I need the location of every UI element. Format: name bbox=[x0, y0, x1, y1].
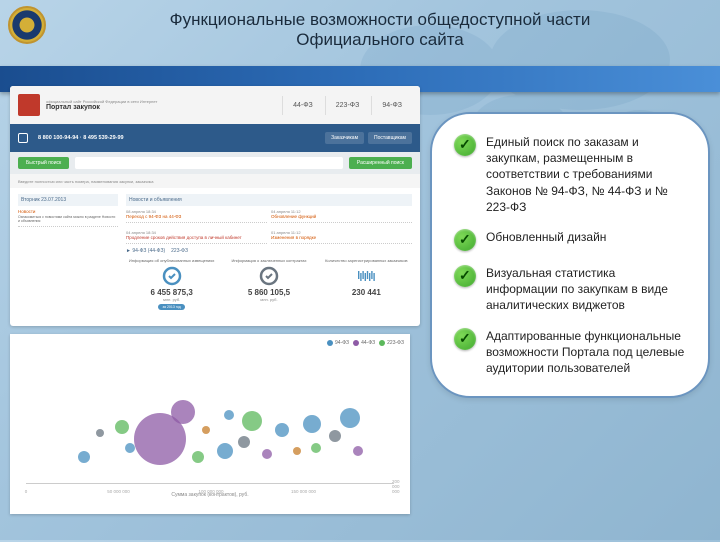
news-item[interactable]: 08 апреля 18:34Переход с 94-ФЗ на 44-ФЗ bbox=[126, 206, 267, 223]
portal-nav: 8 800 100-94-94 · 8 495 539-29-99 Заказч… bbox=[10, 124, 420, 152]
news-title: Обновление функций bbox=[271, 214, 412, 219]
stat-widget: Информация о заключенных контрактах 5 860… bbox=[223, 258, 314, 310]
chart-bubble bbox=[340, 408, 360, 428]
stat-icon bbox=[356, 266, 376, 286]
chart-xtick: 150 000 000 bbox=[291, 489, 316, 494]
stat-icon bbox=[162, 266, 182, 286]
news-item[interactable]: 01 апреля 11:12Изменения в порядке bbox=[271, 227, 412, 244]
stat-unit: млн. руб. bbox=[126, 297, 217, 302]
chart-plot-area: 050 000 000100 000 000150 000 000200 000… bbox=[16, 340, 404, 490]
chart-bubble bbox=[78, 451, 90, 463]
portal-title: Портал закупок bbox=[46, 104, 282, 111]
feature-text: Визуальная статистика информации по заку… bbox=[486, 265, 686, 314]
features-callout: Единый поиск по заказам и закупкам, разм… bbox=[430, 112, 710, 398]
chart-bubble bbox=[217, 443, 233, 459]
chart-bubble bbox=[242, 411, 262, 431]
chart-xtick: 50 000 000 bbox=[107, 489, 130, 494]
quick-search-button[interactable]: Быстрый поиск bbox=[18, 157, 69, 169]
slide-header: Функциональные возможности общедоступной… bbox=[0, 0, 720, 66]
stat-value: 230 441 bbox=[321, 288, 412, 297]
stat-icon bbox=[259, 266, 279, 286]
chart-bubble bbox=[96, 429, 104, 437]
portal-emblem-icon bbox=[18, 94, 40, 116]
nav-button[interactable]: Поставщикам bbox=[368, 132, 412, 144]
title-line-2: Официального сайта bbox=[296, 30, 464, 49]
chart-bubble bbox=[192, 451, 204, 463]
search-hint: Введите полностью или часть номера, наим… bbox=[10, 174, 420, 188]
phone-icon bbox=[18, 133, 28, 143]
chart-xtick: 100 000 000 bbox=[198, 489, 223, 494]
feature-text: Обновленный дизайн bbox=[486, 229, 606, 245]
news-title: Переход с 94-ФЗ на 44-ФЗ bbox=[126, 214, 267, 219]
stat-value: 5 860 105,5 bbox=[223, 288, 314, 297]
portal-phones: 8 800 100-94-94 · 8 495 539-29-99 bbox=[38, 135, 124, 141]
chart-bubble bbox=[115, 420, 129, 434]
feature-item: Обновленный дизайн bbox=[454, 229, 686, 251]
feature-item: Адаптированные функциональные возможност… bbox=[454, 328, 686, 377]
chart-xtick: 200 000 000 bbox=[392, 479, 400, 494]
news-item[interactable]: 04 апреля 11:12Обновление функций bbox=[271, 206, 412, 223]
news-title: Изменения в порядке bbox=[271, 235, 412, 240]
stat-widget: Количество зарегистрированных заказчиков… bbox=[321, 258, 412, 310]
chart-bubble bbox=[303, 415, 321, 433]
chart-xtick: 0 bbox=[25, 489, 28, 494]
chart-bubble bbox=[329, 430, 341, 442]
side-date: Вторник 23.07.2013 bbox=[18, 194, 118, 206]
law-tab[interactable]: 223-ФЗ bbox=[325, 96, 370, 115]
chart-bubble bbox=[353, 446, 363, 456]
news-item[interactable]: 04 апреля 18:34Продление сроков действия… bbox=[126, 227, 267, 244]
feature-item: Визуальная статистика информации по заку… bbox=[454, 265, 686, 314]
search-input[interactable] bbox=[75, 157, 343, 169]
chart-bubble bbox=[275, 423, 289, 437]
feature-item: Единый поиск по заказам и закупкам, разм… bbox=[454, 134, 686, 215]
portal-search-bar: Быстрый поиск Расширенный поиск bbox=[10, 152, 420, 174]
check-icon bbox=[454, 229, 476, 251]
stat-label: Количество зарегистрированных заказчиков bbox=[321, 258, 412, 263]
portal-screenshot: официальный сайт Российской Федерации в … bbox=[10, 86, 420, 326]
chart-bubble bbox=[262, 449, 272, 459]
chart-bubble bbox=[202, 426, 210, 434]
advanced-search-button[interactable]: Расширенный поиск bbox=[349, 157, 412, 169]
stat-unit: млн. руб. bbox=[223, 297, 314, 302]
side-news-h: Новости bbox=[18, 209, 118, 214]
chart-bubble bbox=[311, 443, 321, 453]
news-title: Продление сроков действия доступа в личн… bbox=[126, 235, 267, 240]
stat-widget: Информация об опубликованных извещениях 6… bbox=[126, 258, 217, 310]
law-tab[interactable]: 94-ФЗ bbox=[371, 96, 412, 115]
feature-text: Адаптированные функциональные возможност… bbox=[486, 328, 686, 377]
feature-text: Единый поиск по заказам и закупкам, разм… bbox=[486, 134, 686, 215]
chart-bubble bbox=[171, 400, 195, 424]
stats-tab[interactable]: 223-ФЗ bbox=[171, 248, 188, 254]
title-line-1: Функциональные возможности общедоступной… bbox=[170, 10, 591, 29]
slide-title: Функциональные возможности общедоступной… bbox=[60, 10, 700, 50]
law-tab[interactable]: 44-ФЗ bbox=[282, 96, 323, 115]
check-icon bbox=[454, 265, 476, 287]
chart-bubble bbox=[293, 447, 301, 455]
portal-top-bar: официальный сайт Российской Федерации в … bbox=[10, 86, 420, 124]
chart-bubble bbox=[224, 410, 234, 420]
stats-tab[interactable]: ► 94-ФЗ (44-ФЗ) bbox=[126, 248, 165, 254]
nav-button[interactable]: Заказчикам bbox=[325, 132, 364, 144]
bubble-chart: 94-ФЗ44-ФЗ223-ФЗ 050 000 000100 000 0001… bbox=[10, 334, 410, 514]
side-news-text: Ознакомиться с новостями сайта можно в р… bbox=[18, 215, 118, 223]
chart-axis bbox=[26, 483, 394, 484]
check-icon bbox=[454, 134, 476, 156]
chart-bubble bbox=[238, 436, 250, 448]
news-header: Новости и объявления bbox=[126, 194, 412, 206]
stat-badge: за 2013 год bbox=[158, 304, 184, 310]
stat-label: Информация об опубликованных извещениях bbox=[126, 258, 217, 263]
check-icon bbox=[454, 328, 476, 350]
chart-bubble bbox=[125, 443, 135, 453]
stat-value: 6 455 875,3 bbox=[126, 288, 217, 297]
stat-label: Информация о заключенных контрактах bbox=[223, 258, 314, 263]
